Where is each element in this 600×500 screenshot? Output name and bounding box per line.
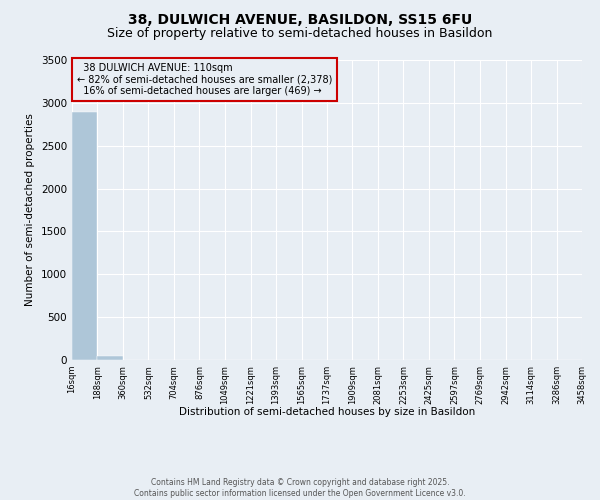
- Y-axis label: Number of semi-detached properties: Number of semi-detached properties: [25, 114, 35, 306]
- Text: 38 DULWICH AVENUE: 110sqm
← 82% of semi-detached houses are smaller (2,378)
  16: 38 DULWICH AVENUE: 110sqm ← 82% of semi-…: [77, 63, 332, 96]
- Text: Contains HM Land Registry data © Crown copyright and database right 2025.
Contai: Contains HM Land Registry data © Crown c…: [134, 478, 466, 498]
- Bar: [72, 112, 97, 360]
- X-axis label: Distribution of semi-detached houses by size in Basildon: Distribution of semi-detached houses by …: [179, 407, 475, 417]
- Text: 38, DULWICH AVENUE, BASILDON, SS15 6FU: 38, DULWICH AVENUE, BASILDON, SS15 6FU: [128, 12, 472, 26]
- Text: Size of property relative to semi-detached houses in Basildon: Size of property relative to semi-detach…: [107, 28, 493, 40]
- Bar: [97, 356, 123, 360]
